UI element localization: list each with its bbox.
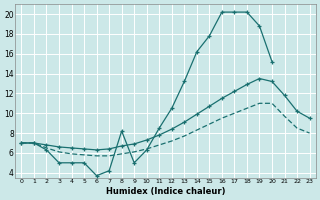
X-axis label: Humidex (Indice chaleur): Humidex (Indice chaleur) bbox=[106, 187, 225, 196]
